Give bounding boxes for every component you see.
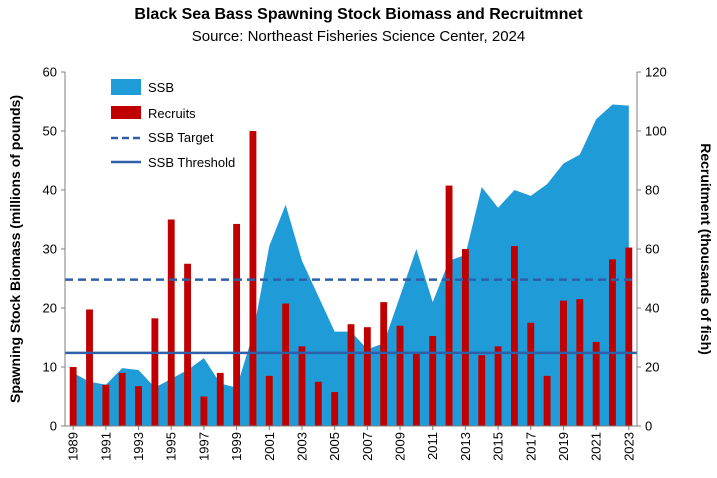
y-axis-label: Spawning Stock Biomass (millions of poun… bbox=[7, 95, 23, 403]
recruits-bar-1995 bbox=[167, 219, 175, 426]
y2-tick-label-20: 20 bbox=[645, 360, 659, 375]
recruits-bar-2007 bbox=[363, 327, 371, 426]
recruits-bar-2018 bbox=[543, 375, 551, 426]
y2-tick-label-80: 80 bbox=[645, 183, 659, 198]
recruits-bar-1991 bbox=[102, 384, 110, 426]
ssb-area bbox=[73, 104, 629, 426]
x-tick-label-2011: 2011 bbox=[425, 432, 440, 460]
recruits-bar-2017 bbox=[527, 322, 535, 426]
x-tick-label-2013: 2013 bbox=[458, 432, 473, 461]
recruits-bar-2004 bbox=[314, 381, 322, 426]
recruits-bar-2011 bbox=[429, 336, 437, 426]
x-tick-label-1991: 1991 bbox=[98, 432, 113, 461]
y-tick-label-20: 20 bbox=[43, 301, 57, 316]
recruits-bar-2001 bbox=[265, 375, 273, 426]
recruits-bar-1996 bbox=[184, 263, 191, 426]
y-tick-label-30: 30 bbox=[43, 242, 57, 257]
recruits-bar-2002 bbox=[282, 303, 290, 426]
y-tick-label-0: 0 bbox=[50, 419, 57, 434]
recruits-bar-1989 bbox=[69, 367, 77, 426]
legend-label-ssb: SSB bbox=[148, 80, 174, 95]
recruits-bar-2016 bbox=[511, 246, 518, 426]
x-tick-label-1997: 1997 bbox=[196, 432, 211, 461]
recruits-bar-2006 bbox=[347, 324, 355, 426]
recruits-bar-2020 bbox=[576, 299, 584, 426]
recruits-bar-1990 bbox=[86, 309, 93, 426]
legend-swatch-recruits bbox=[111, 106, 141, 119]
plot-area bbox=[65, 104, 637, 427]
y-tick-label-10: 10 bbox=[43, 360, 57, 375]
axes: 0 10 20 30 40 50 60 0 20 40 60 80 100 120 1989 1991 1993… bbox=[43, 65, 667, 461]
chart-subtitle: Source: Northeast Fisheries Science Cent… bbox=[191, 28, 526, 45]
y-tick-label-60: 60 bbox=[43, 65, 57, 80]
recruits-bar-2009 bbox=[396, 325, 404, 426]
recruits-bar-2012 bbox=[445, 185, 453, 426]
recruits-bar-2010 bbox=[412, 353, 420, 426]
x-tick-label-2019: 2019 bbox=[556, 432, 571, 461]
y2-tick-label-0: 0 bbox=[645, 419, 652, 434]
recruits-bar-2023 bbox=[625, 247, 633, 426]
recruits-bar-2019 bbox=[560, 300, 567, 427]
x-tick-label-2015: 2015 bbox=[491, 432, 506, 461]
legend-label-ssb-target: SSB Target bbox=[148, 130, 214, 145]
y2-tick-label-40: 40 bbox=[645, 301, 659, 316]
recruits-bar-2014 bbox=[478, 355, 486, 426]
chart-title: Black Sea Bass Spawning Stock Biomass an… bbox=[134, 6, 583, 23]
recruits-bar-2003 bbox=[298, 346, 306, 426]
x-tick-label-1995: 1995 bbox=[164, 432, 179, 461]
legend-swatch-ssb bbox=[111, 79, 141, 95]
x-tick-label-1993: 1993 bbox=[131, 432, 146, 461]
recruits-bar-1998 bbox=[216, 372, 224, 426]
x-tick-label-2023: 2023 bbox=[621, 432, 636, 461]
recruits-bar-2022 bbox=[609, 259, 616, 426]
recruits-bar-1999 bbox=[233, 223, 241, 426]
y-tick-label-50: 50 bbox=[43, 124, 57, 139]
recruits-bar-1994 bbox=[151, 318, 159, 426]
x-tick-label-2021: 2021 bbox=[589, 432, 604, 461]
recruits-bar-1997 bbox=[200, 396, 208, 426]
x-tick-label-2009: 2009 bbox=[393, 432, 408, 461]
x-tick-label-2017: 2017 bbox=[523, 432, 538, 461]
recruits-bar-1992 bbox=[118, 372, 126, 426]
x-tick-label-2001: 2001 bbox=[262, 432, 277, 461]
y2-tick-label-100: 100 bbox=[645, 124, 667, 139]
y-tick-label-40: 40 bbox=[43, 183, 57, 198]
recruits-bar-1993 bbox=[135, 386, 142, 426]
x-tick-label-2005: 2005 bbox=[327, 432, 342, 461]
legend: SSB Recruits SSB Target SSB Threshold bbox=[111, 79, 235, 170]
x-tick-label-1999: 1999 bbox=[229, 432, 244, 461]
x-tick-label-2007: 2007 bbox=[360, 432, 375, 461]
y2-tick-label-120: 120 bbox=[645, 65, 667, 80]
legend-label-ssb-threshold: SSB Threshold bbox=[148, 155, 235, 170]
recruits-bar-2013 bbox=[461, 249, 469, 426]
y2-axis-label: Recruitment (thousands of fish) bbox=[698, 143, 714, 355]
x-tick-label-2003: 2003 bbox=[294, 432, 309, 461]
recruits-bar-2021 bbox=[592, 341, 600, 426]
y2-tick-label-60: 60 bbox=[645, 242, 659, 257]
recruits-bar-2008 bbox=[380, 302, 388, 426]
legend-label-recruits: Recruits bbox=[148, 106, 196, 121]
recruits-bar-2005 bbox=[331, 392, 339, 426]
x-tick-label-1989: 1989 bbox=[66, 432, 81, 461]
recruits-bar-2015 bbox=[494, 346, 502, 426]
